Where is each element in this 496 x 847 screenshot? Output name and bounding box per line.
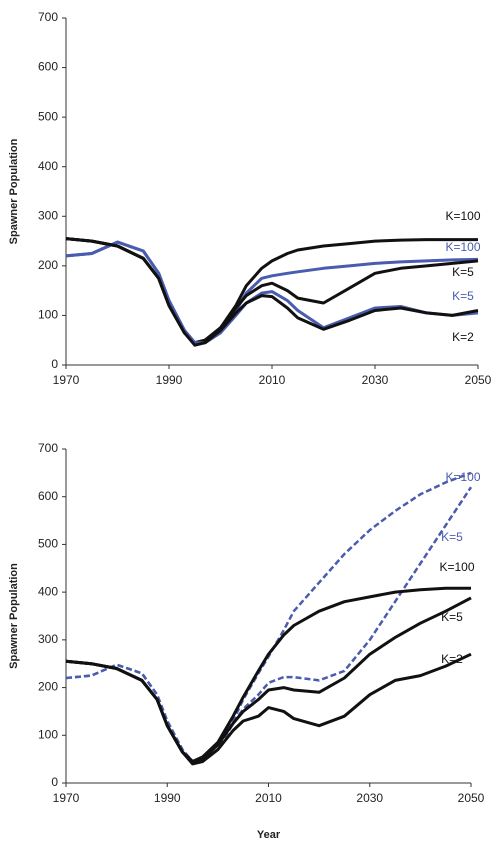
series-line [65, 471, 472, 763]
series-label: K=2 [441, 652, 463, 666]
y-tick-label: 400 [38, 584, 58, 598]
x-tick-label: 2030 [362, 373, 389, 387]
x-axis-label: Year [257, 829, 281, 841]
y-tick-label: 600 [38, 60, 58, 74]
series-line [65, 240, 479, 345]
y-tick-label: 200 [38, 258, 58, 272]
series-label: K=2 [452, 330, 474, 344]
x-tick-label: 2050 [458, 791, 485, 805]
series-label: K=5 [441, 530, 463, 544]
series-line [65, 652, 472, 766]
series-label: K=5 [452, 265, 474, 279]
y-tick-label: 0 [51, 357, 58, 371]
y-tick-label: 700 [38, 10, 58, 24]
x-tick-label: 2030 [356, 791, 383, 805]
series-label: K=5 [441, 610, 463, 624]
x-tick-label: 1990 [156, 373, 183, 387]
y-tick-label: 400 [38, 159, 58, 173]
series-line [65, 237, 479, 347]
y-tick-label: 200 [38, 680, 58, 694]
series-label: K=100 [439, 560, 474, 574]
series-line [65, 486, 473, 763]
y-tick-label: 100 [38, 308, 58, 322]
y-tick-label: 300 [38, 632, 58, 646]
y-tick-label: 700 [38, 441, 58, 455]
series-label: K=100 [445, 209, 480, 223]
y-tick-label: 600 [38, 489, 58, 503]
series-label: K=5 [452, 289, 474, 303]
x-tick-label: 1970 [53, 791, 80, 805]
y-axis-label: Spawner Population [8, 138, 20, 244]
y-tick-label: 300 [38, 208, 58, 222]
y-axis-label: Spawner Population [8, 563, 20, 669]
x-tick-label: 2010 [255, 791, 282, 805]
y-tick-label: 500 [38, 537, 58, 551]
y-tick-label: 500 [38, 109, 58, 123]
x-tick-label: 2010 [259, 373, 286, 387]
series-label: K=100 [445, 240, 480, 254]
x-tick-label: 1970 [53, 373, 80, 387]
series-line [65, 596, 472, 763]
series-label: K=100 [445, 470, 480, 484]
x-tick-label: 2050 [465, 373, 492, 387]
y-tick-label: 100 [38, 727, 58, 741]
y-tick-label: 0 [51, 775, 58, 789]
x-tick-label: 1990 [154, 791, 181, 805]
